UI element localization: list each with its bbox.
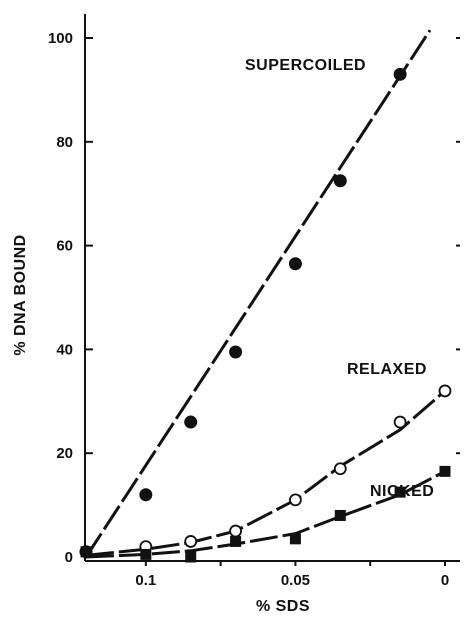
y-tick-label: 60 [56,238,73,255]
data-point-supercoiled [184,415,198,429]
y-tick-label: 40 [56,341,73,358]
data-point-nicked [185,551,197,563]
x-axis-title: % SDS [256,598,310,615]
y-tick-label: 0 [65,549,73,566]
data-point-relaxed [289,493,302,507]
data-point-supercoiled [288,257,302,271]
series-line-nicked [85,470,446,559]
y-tick-label: 100 [48,30,73,47]
data-point-supercoiled [393,67,407,81]
data-point-nicked [230,535,242,547]
data-point-supercoiled [229,345,243,359]
data-point-supercoiled [139,488,153,502]
x-tick-label: 0.05 [281,572,310,589]
data-point-nicked [334,509,346,521]
series-line-relaxed [85,389,446,557]
data-point-supercoiled [333,174,347,188]
x-tick-label: 0 [441,572,449,589]
data-point-relaxed [393,415,407,429]
data-point-nicked [439,465,451,477]
y-tick-label: 80 [56,134,73,151]
data-point-relaxed [184,535,198,548]
y-tick-label: 20 [56,445,73,462]
axes [84,14,460,562]
data-point-nicked [289,533,301,545]
data-point-relaxed [229,524,242,538]
y-axis-title: % DNA BOUND [12,234,29,355]
data-markers [79,67,452,563]
data-point-nicked [394,486,406,498]
series-label-supercoiled: SUPERCOILED [245,57,366,74]
data-point-nicked [140,548,152,560]
data-point-relaxed [333,462,347,476]
data-point-nicked [80,546,92,558]
ticks: 0 20 40 60 80 100 0.1 0.05 0 [48,30,460,589]
data-point-relaxed [438,384,452,398]
series-line-supercoiled [84,29,432,558]
series-lines [84,29,446,559]
x-tick-label: 0.1 [135,572,156,589]
series-label-nicked: NICKED [370,483,434,500]
series-label-relaxed: RELAXED [347,361,427,378]
